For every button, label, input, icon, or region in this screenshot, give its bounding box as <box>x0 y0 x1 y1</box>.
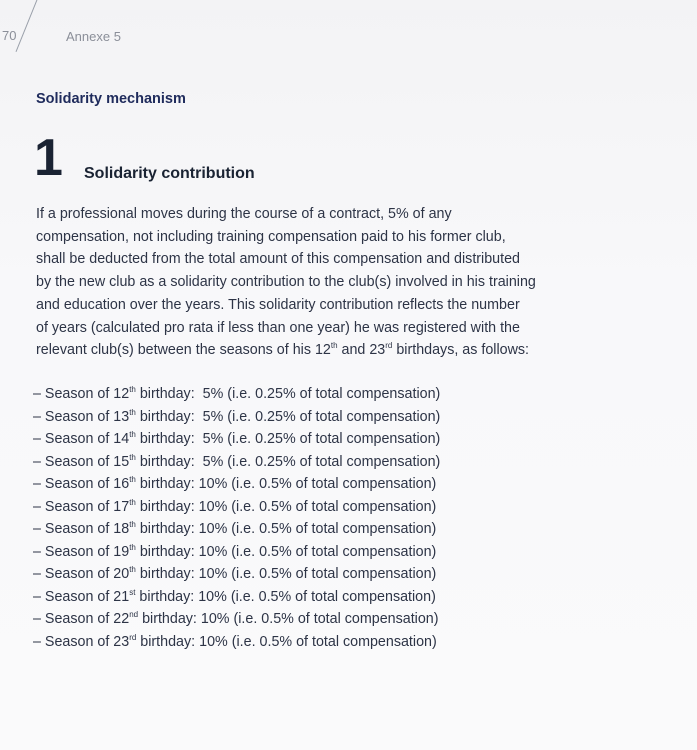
season-value: 10% (i.e. 0.5% of total compensation) <box>198 543 437 560</box>
ordinal-suffix: st <box>129 587 136 597</box>
ordinal-suffix: th <box>129 542 136 552</box>
ordinal-suffix: th <box>129 475 136 484</box>
season-label: – Season of 18th birthday: <box>33 518 195 541</box>
season-value: 5% (i.e. 0.25% of total compensation) <box>202 431 441 447</box>
intro-text: birthdays, as follows: <box>392 342 530 359</box>
season-label: – Season of 23rd birthday: <box>33 631 195 654</box>
season-suffix: birthday: <box>135 498 195 515</box>
ordinal-suffix: rd <box>129 632 137 642</box>
season-value: 10% (i.e. 0.5% of total compensation) <box>200 611 439 627</box>
intro-line: shall be deducted from the total amount … <box>36 251 521 268</box>
season-list-item: – Season of 15th birthday: 5% (i.e. 0.25%… <box>33 451 633 474</box>
intro-line: If a professional moves during the cours… <box>36 206 452 222</box>
season-label: – Season of 12th birthday: <box>33 383 195 406</box>
intro-paragraph: If a professional moves during the cours… <box>36 203 666 362</box>
season-prefix: – Season of 12 <box>33 386 130 402</box>
season-label: – Season of 15th birthday: <box>33 451 195 474</box>
season-list: – Season of 12th birthday: 5% (i.e. 0.25%… <box>33 383 633 653</box>
season-list-item: – Season of 13th birthday: 5% (i.e. 0.25%… <box>33 406 633 429</box>
season-list-item: – Season of 23rd birthday: 10% (i.e. 0.5%… <box>33 631 633 654</box>
season-prefix: – Season of 19 <box>33 543 130 560</box>
intro-line-last: relevant club(s) between the seasons of … <box>36 339 666 362</box>
ordinal-suffix: th <box>129 430 136 439</box>
season-suffix: birthday: <box>135 453 195 470</box>
season-prefix: – Season of 17 <box>33 498 130 515</box>
season-value: 10% (i.e. 0.5% of total compensation) <box>198 521 437 537</box>
ordinal-suffix: th <box>129 385 136 394</box>
season-list-item: – Season of 22nd birthday: 10% (i.e. 0.5%… <box>33 608 633 631</box>
ordinal-suffix: th <box>129 452 136 462</box>
season-label: – Season of 17th birthday: <box>33 496 195 519</box>
intro-line: by the new club as a solidarity contribu… <box>36 274 536 291</box>
season-prefix: – Season of 22 <box>33 611 130 627</box>
season-prefix: – Season of 14 <box>33 431 130 447</box>
page-number: 70 <box>2 28 17 43</box>
ordinal-suffix: nd <box>129 610 139 619</box>
season-value: 10% (i.e. 0.5% of total compensation) <box>198 588 436 605</box>
season-suffix: birthday: <box>135 408 195 425</box>
season-prefix: – Season of 20 <box>33 566 130 582</box>
intro-text: and 23 <box>337 342 386 359</box>
season-suffix: birthday: <box>135 588 195 605</box>
subsection-title: Solidarity contribution <box>84 165 255 182</box>
season-suffix: birthday: <box>135 543 195 560</box>
ordinal-suffix: th <box>129 497 136 507</box>
season-list-item: – Season of 17th birthday: 10% (i.e. 0.5%… <box>33 496 633 519</box>
season-list-item: – Season of 19th birthday: 10% (i.e. 0.5%… <box>33 541 633 564</box>
season-prefix: – Season of 21 <box>33 588 130 605</box>
season-label: – Season of 19th birthday: <box>33 541 195 564</box>
season-value: 5% (i.e. 0.25% of total compensation) <box>202 408 441 425</box>
intro-text: relevant club(s) between the seasons of … <box>36 342 331 359</box>
intro-line: compensation, not including training com… <box>36 228 506 245</box>
season-value: 5% (i.e. 0.25% of total compensation) <box>202 386 441 402</box>
season-list-item: – Season of 16th birthday: 10% (i.e. 0.5%… <box>33 473 633 496</box>
ordinal-suffix: th <box>330 341 338 351</box>
season-suffix: birthday: <box>135 476 195 492</box>
season-suffix: birthday: <box>135 431 195 447</box>
season-prefix: – Season of 13 <box>33 408 130 425</box>
section-title: Solidarity mechanism <box>36 91 186 107</box>
season-label: – Season of 22nd birthday: <box>33 608 197 631</box>
season-label: – Season of 21st birthday: <box>33 586 194 609</box>
season-list-item: – Season of 20th birthday: 10% (i.e. 0.5%… <box>33 563 633 586</box>
season-value: 10% (i.e. 0.5% of total compensation) <box>198 498 437 515</box>
season-suffix: birthday: <box>138 611 197 627</box>
annex-label: Annexe 5 <box>66 29 121 44</box>
season-prefix: – Season of 16 <box>33 476 130 492</box>
season-prefix: – Season of 23 <box>33 633 130 650</box>
header-divider <box>15 0 39 53</box>
season-list-item: – Season of 12th birthday: 5% (i.e. 0.25%… <box>33 383 633 406</box>
ordinal-suffix: rd <box>385 341 393 351</box>
season-value: 5% (i.e. 0.25% of total compensation) <box>202 453 441 470</box>
season-label: – Season of 13th birthday: <box>33 406 195 429</box>
season-value: 10% (i.e. 0.5% of total compensation) <box>198 476 437 492</box>
ordinal-suffix: th <box>129 520 136 529</box>
season-list-item: – Season of 14th birthday: 5% (i.e. 0.25%… <box>33 428 633 451</box>
ordinal-suffix: th <box>129 407 136 417</box>
ordinal-suffix: th <box>129 565 136 574</box>
season-value: 10% (i.e. 0.5% of total compensation) <box>198 566 437 582</box>
season-prefix: – Season of 15 <box>33 453 130 470</box>
season-list-item: – Season of 21st birthday: 10% (i.e. 0.5%… <box>33 586 633 609</box>
season-prefix: – Season of 18 <box>33 521 130 537</box>
season-label: – Season of 14th birthday: <box>33 428 195 451</box>
season-suffix: birthday: <box>135 386 195 402</box>
subsection-number: 1 <box>34 129 63 187</box>
season-label: – Season of 20th birthday: <box>33 563 195 586</box>
season-suffix: birthday: <box>135 521 195 537</box>
season-value: 10% (i.e. 0.5% of total compensation) <box>199 633 437 650</box>
season-label: – Season of 16th birthday: <box>33 473 195 496</box>
intro-line: and education over the years. This solid… <box>36 296 520 313</box>
season-suffix: birthday: <box>135 566 195 582</box>
intro-line: of years (calculated pro rata if less th… <box>36 319 520 336</box>
season-list-item: – Season of 18th birthday: 10% (i.e. 0.5%… <box>33 518 633 541</box>
season-suffix: birthday: <box>136 633 196 650</box>
